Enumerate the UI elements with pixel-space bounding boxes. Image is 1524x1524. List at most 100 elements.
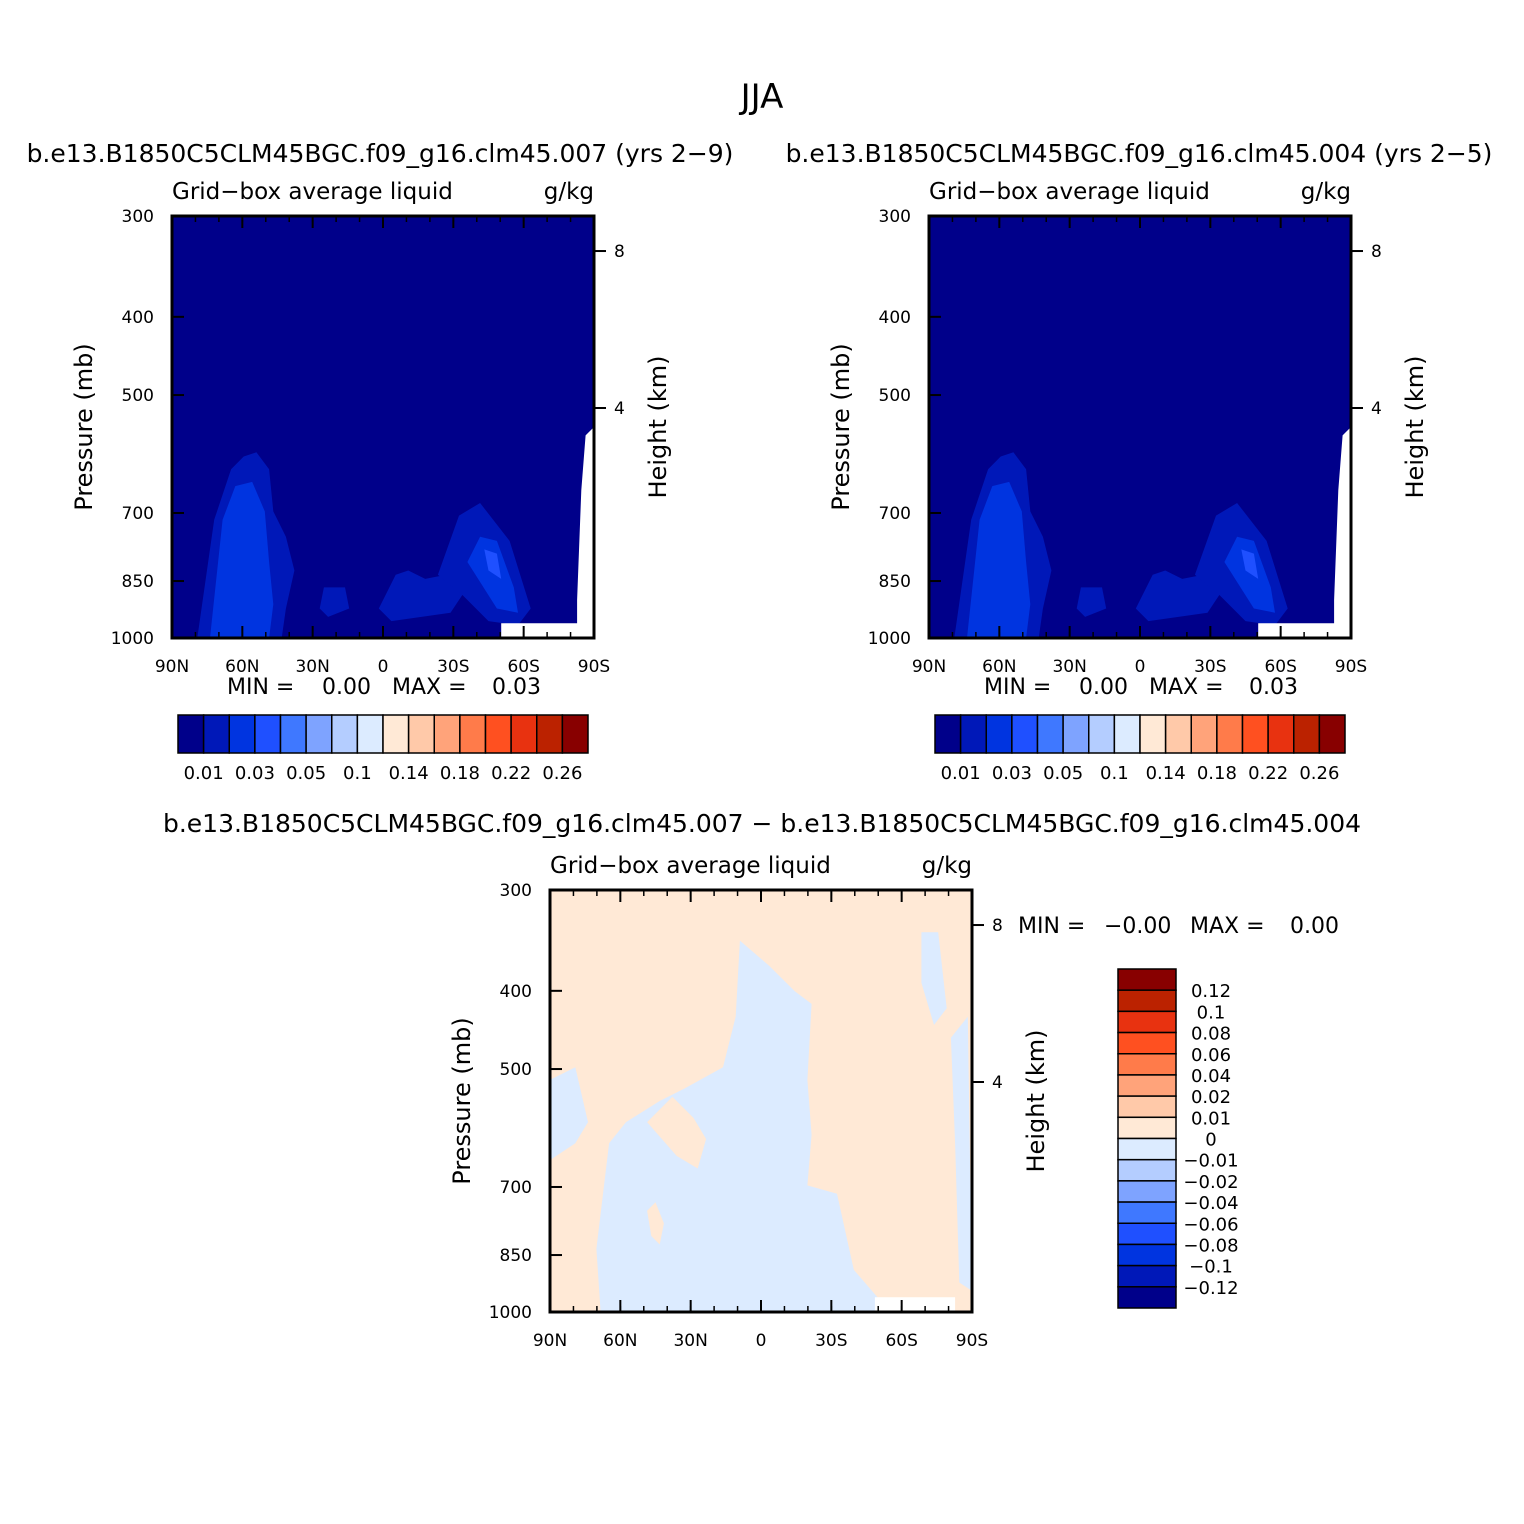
colorbar-box — [1190, 714, 1218, 754]
max-value: 0.03 — [492, 675, 541, 700]
x-tick-label: 60S — [885, 1331, 917, 1351]
colorbar-label: 0 — [1205, 1130, 1216, 1151]
y-tick-label: 1000 — [111, 629, 154, 649]
min-value: 0.00 — [322, 675, 371, 700]
y-tick-label: 850 — [879, 572, 911, 592]
negative-region — [596, 940, 880, 1312]
colorbar-label: 0.14 — [1146, 763, 1186, 784]
contour-0.03-b — [1224, 536, 1275, 613]
x-tick-label: 60N — [603, 1331, 637, 1351]
y-axis-label: Pressure (mb) — [827, 343, 855, 510]
colorbar-box — [331, 714, 359, 754]
height-tick-label: 8 — [992, 916, 1003, 936]
colorbar-box — [1117, 1053, 1177, 1076]
max-value: 0.03 — [1249, 675, 1298, 700]
colorbar-box — [459, 714, 487, 754]
colorbar: 0.01 0.03 0.05 0.1 0.14 0.18 0.22 0.26 — [934, 714, 1346, 784]
height-tick-label: 4 — [614, 399, 625, 419]
colorbar-box — [382, 714, 410, 754]
height-tick-label: 4 — [1371, 399, 1382, 419]
y-tick-label: 1000 — [489, 1303, 532, 1323]
colorbar-box — [1117, 968, 1177, 991]
colorbar-label: 0.03 — [992, 763, 1032, 784]
max-label: MAX = — [1190, 914, 1265, 939]
colorbar-box — [934, 714, 962, 754]
contour-0.05 — [1241, 549, 1259, 579]
x-tick-label: 0 — [378, 657, 389, 677]
colorbar-box — [1117, 1264, 1177, 1288]
figure-title: JJA — [739, 77, 784, 117]
colorbar-box — [510, 714, 538, 754]
x-tick-label: 30N — [673, 1331, 707, 1351]
colorbar-label: −0.06 — [1183, 1214, 1238, 1235]
colorbar-label: 0.05 — [286, 763, 326, 784]
contour-0.05 — [484, 549, 502, 579]
y-tick-label: 850 — [122, 572, 154, 592]
colorbar-box — [1117, 1116, 1177, 1140]
colorbar-label: 0.18 — [1197, 763, 1237, 784]
subtitle-right: g/kg — [544, 179, 594, 205]
colorbar-box — [1117, 1074, 1177, 1097]
positive-region — [647, 1096, 707, 1169]
height-tick-label: 4 — [992, 1073, 1003, 1093]
colorbar-label: 0.26 — [542, 763, 582, 784]
colorbar-label: 0.06 — [1191, 1045, 1231, 1066]
colorbar-box — [1113, 714, 1141, 754]
y-tick-label: 500 — [122, 386, 154, 406]
colorbar-label: −0.12 — [1183, 1278, 1238, 1299]
max-label: MAX = — [1149, 675, 1224, 700]
colorbar-label: 0.01 — [1191, 1108, 1231, 1129]
max-value: 0.00 — [1290, 914, 1339, 939]
contour-0.03 — [967, 481, 1031, 638]
colorbar-label: −0.1 — [1189, 1257, 1233, 1278]
subtitle-right: g/kg — [1301, 179, 1351, 205]
colorbar-box — [1117, 1243, 1177, 1267]
height-tick-label: 8 — [614, 242, 625, 262]
panel-1: b.e13.B1850C5CLM45BGC.f09_g16.clm45.007 … — [27, 139, 734, 784]
min-value: −0.00 — [1104, 914, 1171, 939]
x-tick-label: 0 — [756, 1331, 767, 1351]
missing-data — [874, 1297, 956, 1312]
colorbar-label: 0.26 — [1299, 763, 1339, 784]
colorbar-label: −0.08 — [1183, 1235, 1238, 1256]
colorbar-box — [1216, 714, 1244, 754]
x-tick-label: 30N — [295, 657, 329, 677]
colorbar-box — [484, 714, 512, 754]
colorbar-box — [985, 714, 1013, 754]
y-axis-label: Pressure (mb) — [70, 343, 98, 510]
colorbar-box — [433, 714, 461, 754]
y-axis-label: Pressure (mb) — [448, 1017, 476, 1184]
colorbar-label: 0.01 — [941, 763, 981, 784]
colorbar-box — [1036, 714, 1064, 754]
subtitle-left: Grid−box average liquid — [929, 179, 1210, 205]
colorbar-box — [1117, 1010, 1177, 1034]
contour-0.01-c — [378, 570, 468, 622]
colorbar-box — [1117, 989, 1177, 1013]
colorbar-box — [305, 714, 333, 754]
min-value: 0.00 — [1079, 675, 1128, 700]
panel-title: b.e13.B1850C5CLM45BGC.f09_g16.clm45.004 … — [786, 139, 1493, 168]
y-tick-label: 300 — [122, 207, 154, 227]
y-tick-label: 300 — [879, 207, 911, 227]
x-tick-label: 90N — [155, 657, 189, 677]
y-tick-label: 500 — [879, 386, 911, 406]
colorbar-label: −0.04 — [1183, 1193, 1238, 1214]
min-label: MIN = — [984, 675, 1051, 700]
positive-region-b — [647, 1202, 664, 1245]
colorbar-label: 0.02 — [1191, 1087, 1231, 1108]
colorbar-box — [202, 714, 230, 754]
colorbar-box — [1117, 1222, 1177, 1246]
colorbar-box — [1011, 714, 1039, 754]
colorbar: 0.120.10.080.060.040.020.010−0.01−0.02−0… — [1117, 968, 1239, 1309]
colorbar-label: 0.05 — [1043, 763, 1083, 784]
right-axis-label: Height (km) — [1401, 356, 1429, 499]
y-tick-label: 300 — [500, 881, 532, 901]
contour-0.01-c — [1135, 570, 1225, 622]
colorbar-label: 0.03 — [235, 763, 275, 784]
colorbar-box — [407, 714, 435, 754]
colorbar-box — [1318, 714, 1346, 754]
x-tick-label: 90S — [578, 657, 610, 677]
negative-region-c — [921, 932, 947, 1025]
max-label: MAX = — [392, 675, 467, 700]
